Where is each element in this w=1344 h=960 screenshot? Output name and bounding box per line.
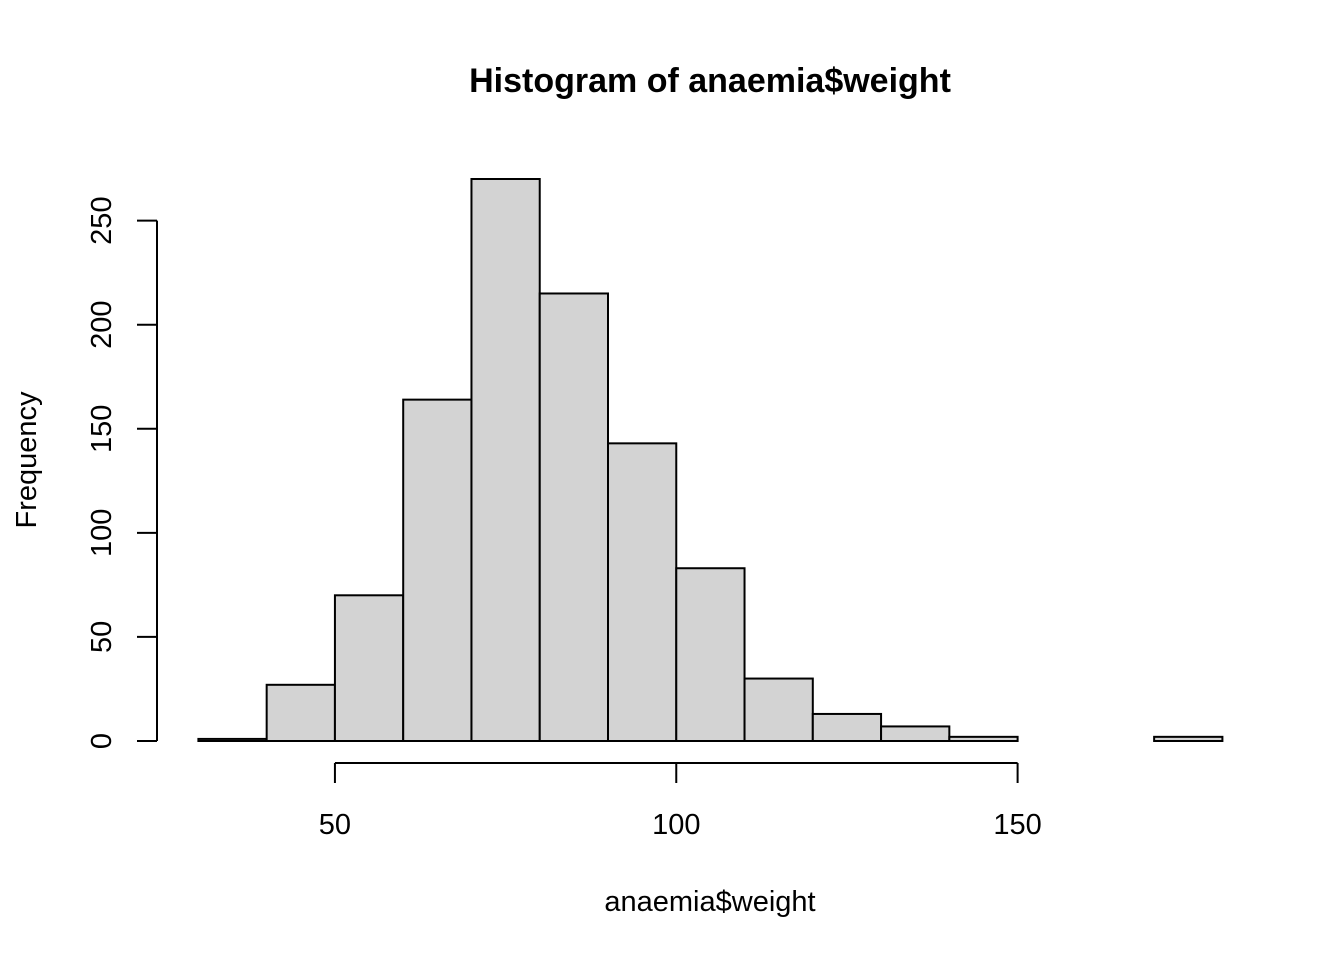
histogram-bar-5 — [538, 292, 610, 742]
y-tick-label-200: 200 — [86, 301, 118, 349]
y-axis-label: Frequency — [11, 391, 43, 529]
histogram-bar-4 — [470, 178, 541, 742]
x-axis: 50 100 150 — [319, 762, 1042, 841]
histogram-bar-3 — [402, 398, 473, 742]
x-tick-label-50: 50 — [319, 809, 351, 841]
histogram-bar-8 — [743, 677, 814, 742]
y-tick-label-250: 250 — [86, 196, 118, 244]
x-tick-label-100: 100 — [652, 809, 700, 841]
bars-group — [197, 178, 1224, 743]
histogram-bar-6 — [607, 442, 678, 742]
histogram-bar-10 — [880, 725, 951, 742]
y-tick-label-50: 50 — [86, 621, 118, 653]
histogram-bar-2 — [333, 594, 405, 743]
histogram-bar-1 — [265, 683, 336, 742]
y-tick-label-100: 100 — [86, 509, 118, 557]
x-tick-label-150: 150 — [993, 809, 1041, 841]
y-axis: 0 50 100 150 200 250 — [86, 196, 158, 749]
histogram-bar-14 — [1153, 735, 1224, 742]
x-axis-label: anaemia$weight — [604, 886, 815, 918]
histogram-bar-11 — [948, 735, 1019, 742]
histogram-bar-9 — [811, 712, 883, 742]
y-tick-label-0: 0 — [86, 733, 118, 749]
y-tick-label-150: 150 — [86, 405, 118, 453]
chart-title: Histogram of anaemia$weight — [469, 62, 951, 100]
histogram-bar-7 — [675, 567, 746, 743]
histogram-bar-0 — [197, 737, 268, 742]
